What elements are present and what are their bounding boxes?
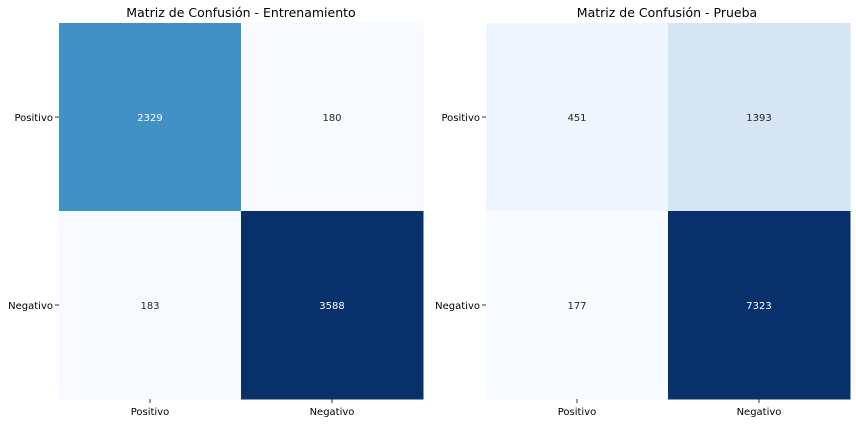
cell-value-label: 451 <box>567 113 586 124</box>
cell-value-label: 183 <box>140 301 159 312</box>
heatmap-cell <box>668 211 851 400</box>
heatmap-cell <box>241 211 424 400</box>
x-tick-label: Negativo <box>737 407 782 418</box>
cell-value-label: 1393 <box>746 113 771 124</box>
chart-title-training: Matriz de Confusión - Entrenamiento <box>126 5 355 20</box>
y-tick-label: Positivo <box>441 113 480 124</box>
x-tick-label: Positivo <box>558 407 597 418</box>
heatmap-cell <box>486 23 669 212</box>
y-tick-label: Negativo <box>435 301 480 312</box>
cell-value-label: 2329 <box>137 113 162 124</box>
cell-value-label: 177 <box>567 301 586 312</box>
heatmap-cell <box>59 23 242 212</box>
x-tick-label: Positivo <box>131 407 170 418</box>
cell-value-label: 7323 <box>746 301 771 312</box>
heatmap-cell <box>486 211 669 400</box>
y-tick-label: Negativo <box>8 301 53 312</box>
heatmap-cell <box>59 211 242 400</box>
heatmap-cell <box>241 23 424 212</box>
heatmap-test: Matriz de Confusión - Prueba 451 1393 177 7… <box>435 5 851 418</box>
chart-title-test: Matriz de Confusión - Prueba <box>577 5 757 20</box>
y-tick-label: Positivo <box>14 113 53 124</box>
heatmap-training: Matriz de Confusión - Entrenamiento 2329… <box>8 5 424 418</box>
heatmap-cell <box>668 23 851 212</box>
x-tick-label: Negativo <box>310 407 355 418</box>
cell-value-label: 180 <box>322 113 341 124</box>
cell-value-label: 3588 <box>319 301 344 312</box>
